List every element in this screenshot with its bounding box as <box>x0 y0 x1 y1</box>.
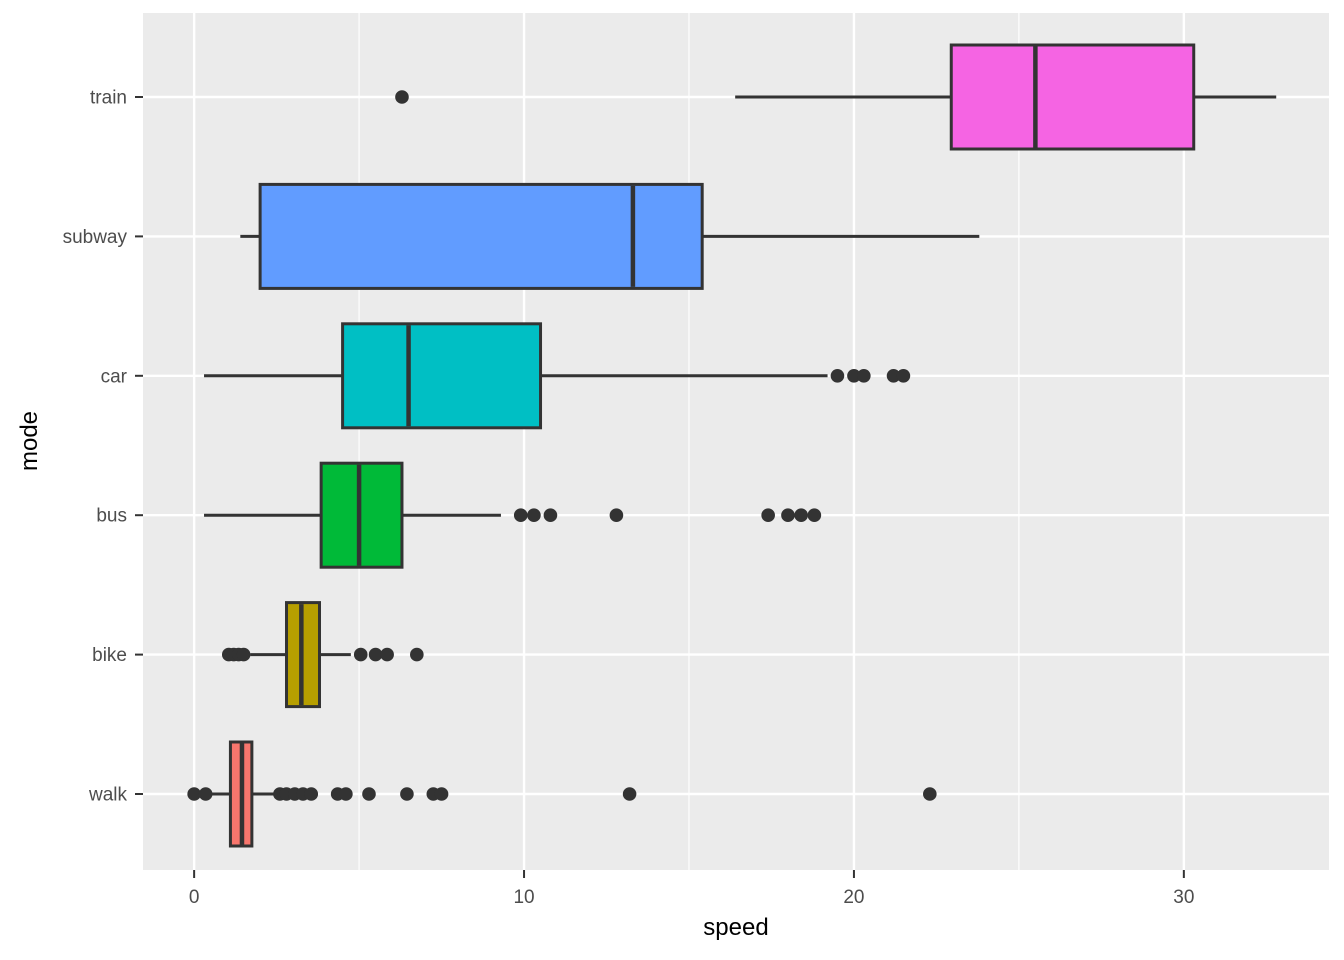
box-car <box>341 322 543 430</box>
outlier-bus <box>513 508 528 522</box>
outlier-walk <box>622 787 637 801</box>
boxplot-bike <box>221 601 424 709</box>
outlier-car <box>896 369 911 383</box>
outlier-car <box>830 369 845 383</box>
outlier-train <box>395 90 409 104</box>
y-tick-label-walk: walk <box>88 785 128 806</box>
x-axis: 0 10 20 30 <box>189 870 1194 908</box>
boxplot-subway <box>240 182 980 290</box>
outlier-walk <box>400 787 414 801</box>
outlier-walk <box>187 787 201 801</box>
y-tick-label-subway: subway <box>63 227 128 248</box>
x-tick-label: 30 <box>1173 887 1194 908</box>
x-tick-label: 20 <box>843 887 864 908</box>
outlier-bus <box>761 508 775 522</box>
box-bus <box>319 461 404 569</box>
boxplot-walk <box>187 740 937 848</box>
x-axis-title: speed <box>703 914 769 941</box>
outlier-car <box>857 369 871 383</box>
outlier-bike <box>236 647 251 662</box>
y-tick-label-bike: bike <box>92 645 127 666</box>
x-tick-label: 0 <box>189 887 200 908</box>
outlier-bus <box>807 508 822 522</box>
y-axis-title: mode <box>16 410 43 472</box>
x-tick-label: 10 <box>513 887 534 908</box>
box-train <box>949 43 1196 151</box>
boxplot-bus <box>204 461 822 569</box>
outlier-bus <box>609 508 624 522</box>
box-subway <box>258 182 704 290</box>
outlier-bike <box>380 647 394 662</box>
outlier-bike <box>410 647 424 662</box>
outlier-walk <box>198 787 213 801</box>
boxplot-train <box>395 43 1277 151</box>
outlier-walk <box>362 787 376 801</box>
outlier-walk <box>304 787 319 801</box>
outlier-bus <box>781 508 795 522</box>
outlier-walk <box>339 787 353 801</box>
outlier-car <box>847 369 861 383</box>
y-axis: train subway car bus bike walk <box>63 88 143 806</box>
outlier-walk <box>434 787 449 801</box>
outlier-bus <box>527 508 541 522</box>
boxplot-car <box>204 322 911 430</box>
outlier-bike <box>368 647 383 662</box>
outlier-bus <box>543 508 558 522</box>
y-tick-label-car: car <box>101 366 128 387</box>
y-tick-label-train: train <box>90 88 127 109</box>
outlier-walk <box>923 787 937 801</box>
outlier-bus <box>794 508 808 522</box>
plot-panel <box>143 13 1329 870</box>
y-tick-label-bus: bus <box>96 506 127 527</box>
outlier-car <box>886 369 901 383</box>
outlier-bike <box>353 647 368 662</box>
